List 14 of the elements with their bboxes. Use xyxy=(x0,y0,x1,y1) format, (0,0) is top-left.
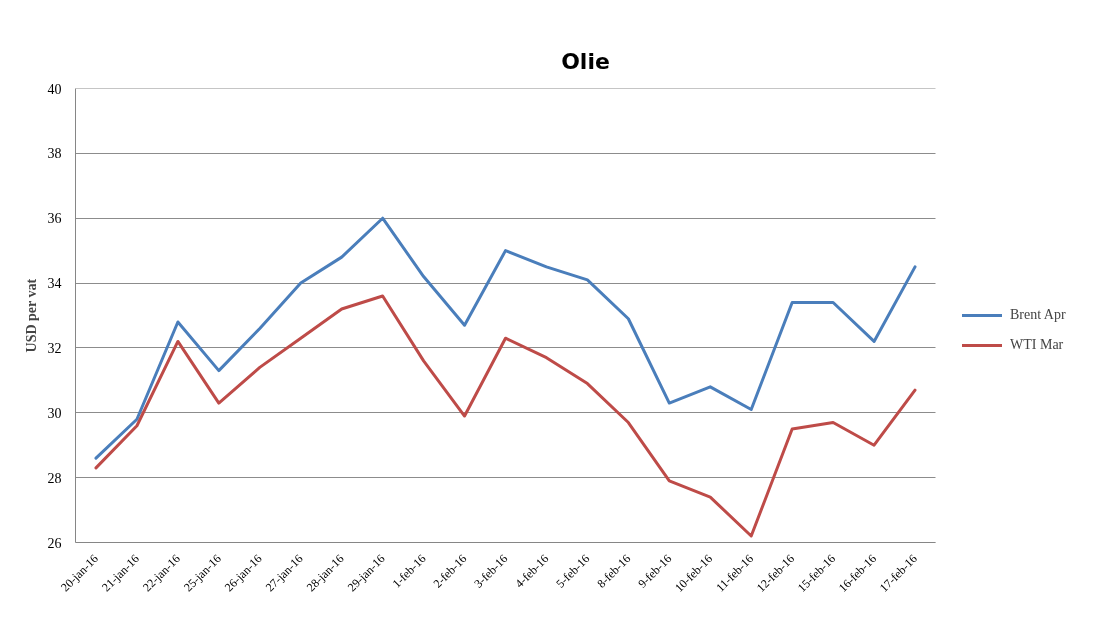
y-tick-label: 32 xyxy=(47,340,62,356)
y-tick-label: 36 xyxy=(47,211,62,227)
legend-label: WTI Mar xyxy=(1010,337,1064,353)
y-tick-label: 26 xyxy=(47,535,62,551)
chart-title: Olie xyxy=(561,48,610,74)
y-tick-label: 40 xyxy=(47,81,62,97)
y-tick-label: 30 xyxy=(47,405,62,421)
y-tick-label: 38 xyxy=(47,146,62,162)
line-series xyxy=(94,216,917,460)
y-tick-label: 28 xyxy=(47,470,62,486)
y-tick-label: 34 xyxy=(47,276,62,292)
legend-label: Brent Apr xyxy=(1010,307,1066,323)
y-axis-title: USD per vat xyxy=(23,278,39,353)
line-series xyxy=(94,294,917,538)
